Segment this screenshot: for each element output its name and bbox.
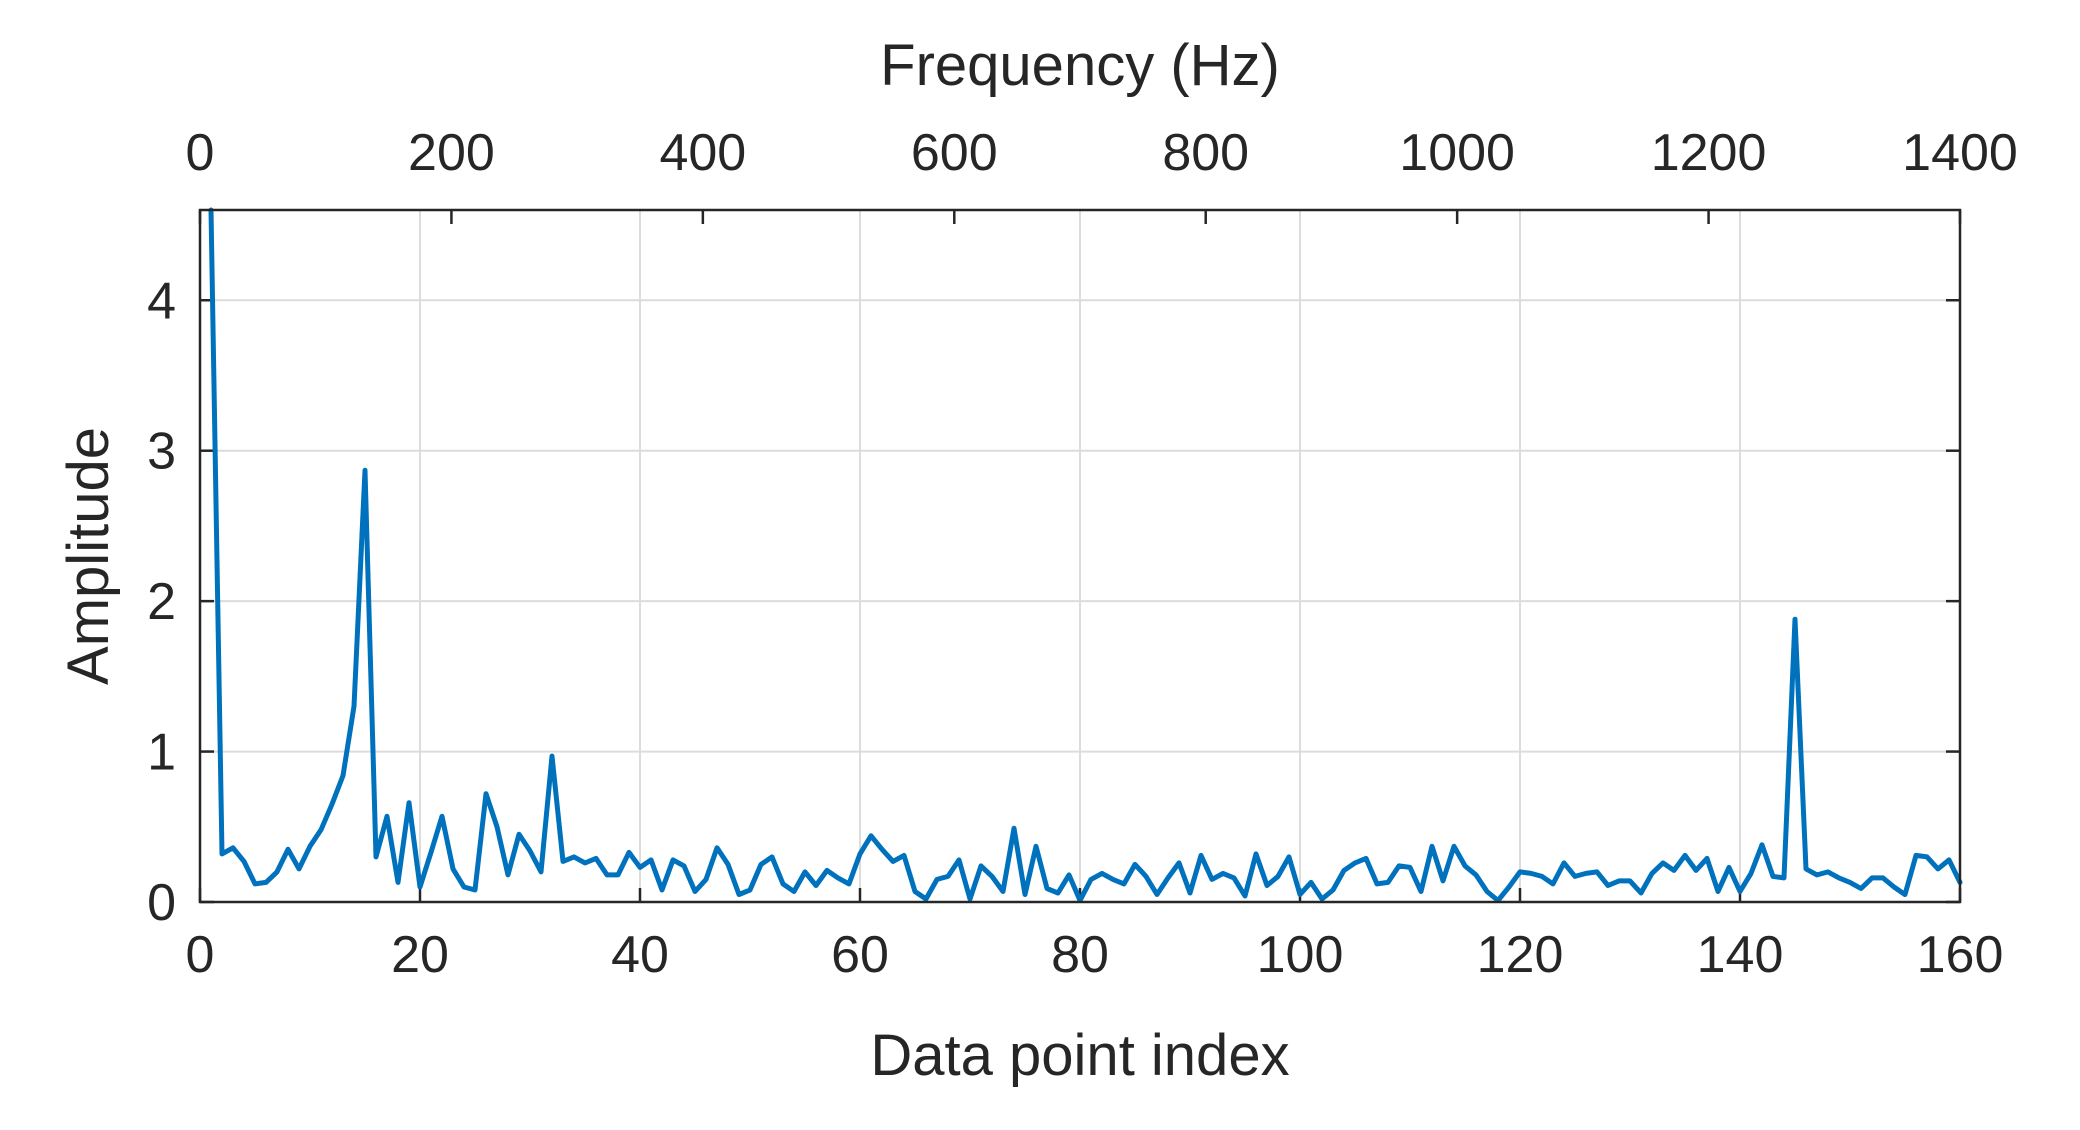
x2-tick-label: 200 — [408, 124, 495, 182]
x-tick-label: 80 — [1051, 926, 1109, 984]
x-tick-label: 0 — [186, 926, 215, 984]
x2-tick-labels: 0 200 400 600 800 1000 1200 1400 — [186, 124, 2018, 182]
series-group — [208, 207, 1963, 903]
x2-axis-label: Frequency (Hz) — [880, 33, 1280, 98]
x2-tick-label: 0 — [186, 124, 215, 182]
x-tick-label: 20 — [391, 926, 449, 984]
x-tick-label: 160 — [1917, 926, 2004, 984]
series-line — [208, 207, 1963, 903]
x2-tick-label: 1000 — [1399, 124, 1515, 182]
grid — [200, 210, 1960, 902]
x-tick-label: 40 — [611, 926, 669, 984]
y-tick-labels: 0 1 2 3 4 — [147, 272, 176, 932]
x-tick-label: 60 — [831, 926, 889, 984]
y-tick-label: 3 — [147, 423, 176, 481]
x-tick-labels: 0 20 40 60 80 100 120 140 160 — [186, 926, 2004, 984]
x-axis-label: Data point index — [870, 1023, 1289, 1088]
plot-frame — [198, 208, 1962, 904]
x-tick-label: 100 — [1257, 926, 1344, 984]
x2-tick-label: 800 — [1162, 124, 1249, 182]
y-axis-label: Amplitude — [56, 427, 121, 685]
y-tick-label: 2 — [147, 573, 176, 631]
x2-tick-label: 1200 — [1651, 124, 1767, 182]
x-tick-label: 140 — [1697, 926, 1784, 984]
x2-tick-label: 600 — [911, 124, 998, 182]
x-tick-label: 120 — [1477, 926, 1564, 984]
x2-tick-label: 400 — [659, 124, 746, 182]
y-tick-label: 1 — [147, 724, 176, 782]
y-tick-label: 4 — [147, 272, 176, 330]
y-tick-label: 0 — [147, 874, 176, 932]
x2-tick-label: 1400 — [1902, 124, 2018, 182]
